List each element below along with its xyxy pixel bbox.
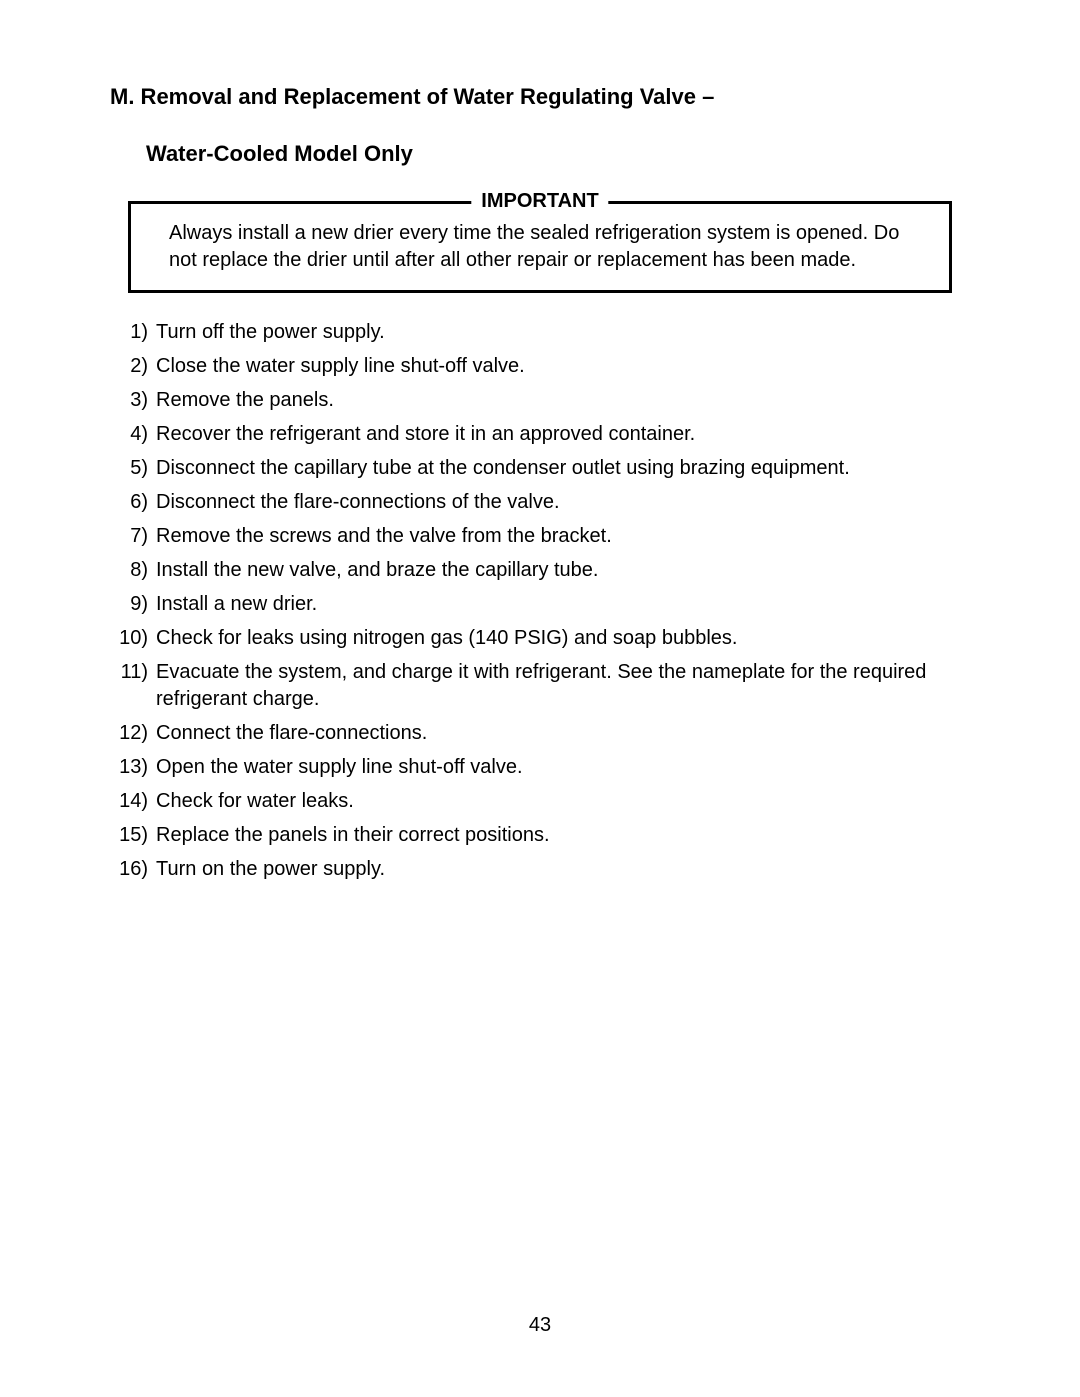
step-number: 2)	[110, 353, 148, 380]
step-item: 3) Remove the panels.	[110, 387, 970, 414]
step-number: 10)	[110, 625, 148, 652]
step-text: Replace the panels in their correct posi…	[156, 824, 550, 846]
section-heading: M. Removal and Replacement of Water Regu…	[110, 82, 970, 113]
step-number: 14)	[110, 788, 148, 815]
step-text: Remove the panels.	[156, 389, 334, 411]
step-text: Open the water supply line shut-off valv…	[156, 756, 523, 778]
step-item: 13) Open the water supply line shut-off v…	[110, 754, 970, 781]
step-item: 1) Turn off the power supply.	[110, 319, 970, 346]
step-text: Close the water supply line shut-off val…	[156, 355, 525, 377]
step-item: 6) Disconnect the flare-connections of th…	[110, 489, 970, 516]
step-text: Recover the refrigerant and store it in …	[156, 423, 695, 445]
step-item: 11) Evacuate the system, and charge it wi…	[110, 659, 970, 713]
step-number: 8)	[110, 557, 148, 584]
step-text: Install a new drier.	[156, 593, 317, 615]
step-item: 10) Check for leaks using nitrogen gas (1…	[110, 625, 970, 652]
step-item: 7) Remove the screws and the valve from t…	[110, 523, 970, 550]
step-number: 11)	[110, 659, 148, 686]
step-text: Turn off the power supply.	[156, 321, 385, 343]
step-item: 14) Check for water leaks.	[110, 788, 970, 815]
step-number: 12)	[110, 720, 148, 747]
step-item: 8) Install the new valve, and braze the c…	[110, 557, 970, 584]
step-number: 1)	[110, 319, 148, 346]
step-item: 2) Close the water supply line shut-off v…	[110, 353, 970, 380]
step-number: 4)	[110, 421, 148, 448]
important-text: Always install a new drier every time th…	[169, 220, 925, 274]
step-number: 7)	[110, 523, 148, 550]
step-text: Check for water leaks.	[156, 790, 354, 812]
step-item: 9) Install a new drier.	[110, 591, 970, 618]
section-subheading: Water-Cooled Model Only	[146, 141, 970, 167]
step-number: 9)	[110, 591, 148, 618]
step-number: 5)	[110, 455, 148, 482]
step-number: 16)	[110, 856, 148, 883]
step-item: 12) Connect the flare-connections.	[110, 720, 970, 747]
step-item: 16) Turn on the power supply.	[110, 856, 970, 883]
step-number: 3)	[110, 387, 148, 414]
step-text: Evacuate the system, and charge it with …	[156, 661, 926, 710]
step-number: 13)	[110, 754, 148, 781]
step-text: Turn on the power supply.	[156, 858, 385, 880]
step-text: Check for leaks using nitrogen gas (140 …	[156, 627, 737, 649]
page-content: M. Removal and Replacement of Water Regu…	[0, 0, 1080, 883]
step-number: 15)	[110, 822, 148, 849]
steps-list: 1) Turn off the power supply. 2) Close the …	[110, 319, 970, 883]
important-box: IMPORTANT Always install a new drier eve…	[128, 201, 952, 293]
step-text: Install the new valve, and braze the cap…	[156, 559, 598, 581]
step-item: 4) Recover the refrigerant and store it i…	[110, 421, 970, 448]
important-label: IMPORTANT	[471, 190, 608, 213]
step-text: Remove the screws and the valve from the…	[156, 525, 612, 547]
step-text: Connect the flare-connections.	[156, 722, 427, 744]
step-number: 6)	[110, 489, 148, 516]
step-text: Disconnect the flare-connections of the …	[156, 491, 560, 513]
step-text: Disconnect the capillary tube at the con…	[156, 457, 850, 479]
step-item: 15) Replace the panels in their correct p…	[110, 822, 970, 849]
page-number: 43	[529, 1314, 551, 1337]
step-item: 5) Disconnect the capillary tube at the c…	[110, 455, 970, 482]
